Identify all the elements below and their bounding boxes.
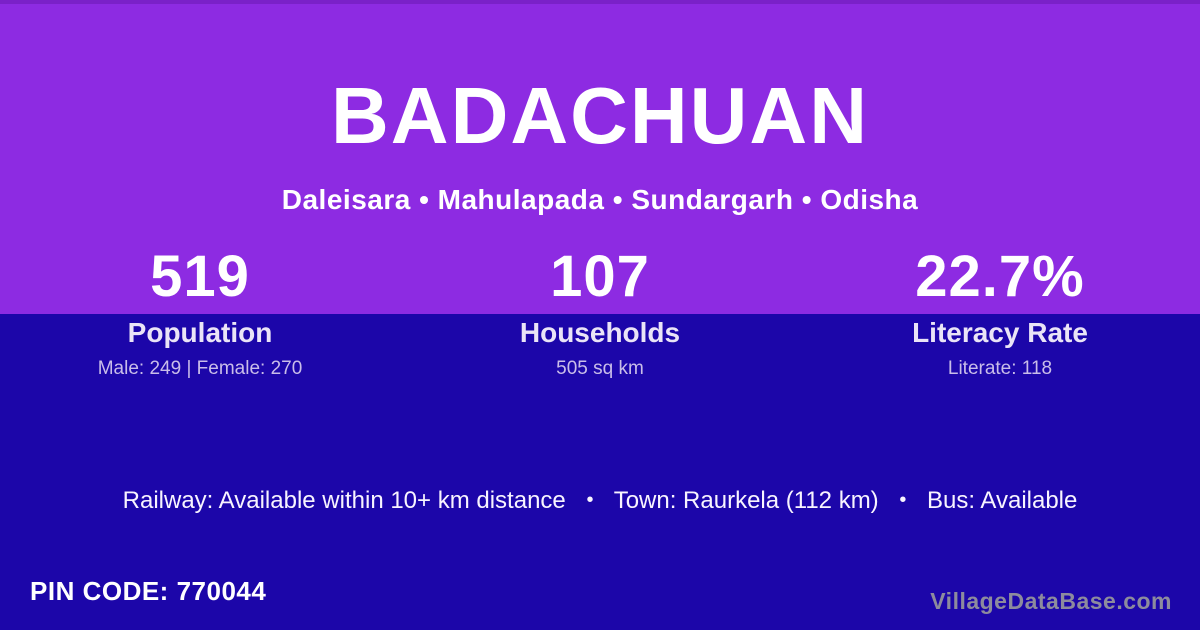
stats-row: 519 Population Male: 249 | Female: 270 1…	[0, 246, 1200, 380]
hero-section	[0, 0, 1200, 314]
town-info: Town: Raurkela (112 km)	[613, 487, 879, 514]
brand-watermark: VillageDataBase.com	[930, 588, 1172, 614]
households-value: 107	[550, 244, 650, 309]
bullet-separator: •	[899, 489, 907, 511]
transport-info-line: Railway: Available within 10+ km distanc…	[0, 486, 1200, 515]
literacy-label: Literacy Rate	[912, 317, 1088, 348]
population-value: 519	[150, 244, 250, 309]
literacy-detail: Literate: 118	[947, 358, 1053, 379]
hero-top-edge	[0, 0, 1200, 4]
bullet-separator: •	[586, 489, 594, 511]
stat-population: 519 Population Male: 249 | Female: 270	[0, 246, 400, 380]
stat-households: 107 Households 505 sq km	[400, 246, 800, 380]
stat-literacy: 22.7% Literacy Rate Literate: 118	[800, 246, 1200, 380]
households-detail: 505 sq km	[556, 358, 644, 379]
bus-info: Bus: Available	[927, 487, 1078, 514]
railway-info: Railway: Available within 10+ km distanc…	[122, 487, 566, 514]
population-label: Population	[127, 317, 273, 348]
village-title: BADACHUAN	[331, 71, 869, 160]
literacy-value: 22.7%	[915, 244, 1085, 309]
pin-code: PIN CODE: 770044	[30, 576, 267, 606]
households-label: Households	[519, 317, 681, 348]
location-breadcrumb: Daleisara • Mahulapada • Sundargarh • Od…	[281, 184, 919, 215]
population-detail: Male: 249 | Female: 270	[97, 358, 303, 379]
